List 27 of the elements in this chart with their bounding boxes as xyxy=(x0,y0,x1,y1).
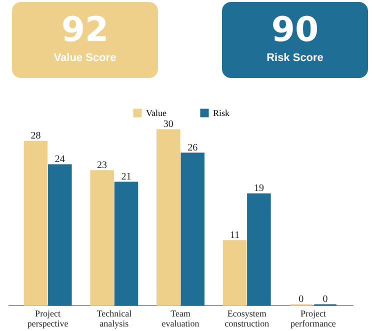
bar xyxy=(48,164,72,306)
bar xyxy=(247,193,271,306)
data-label: 24 xyxy=(54,154,65,165)
x-tick-label: Project perspective xyxy=(27,308,68,328)
bar xyxy=(114,182,138,306)
bar xyxy=(222,240,247,306)
score-card: 92 Value Score xyxy=(12,2,158,78)
x-tick-label: Team evaluation xyxy=(162,308,200,328)
bar xyxy=(90,170,114,306)
legend-label: Value xyxy=(146,108,166,118)
data-label: 30 xyxy=(163,119,174,130)
data-label: 11 xyxy=(230,230,240,241)
data-label: 19 xyxy=(254,183,264,194)
x-tick-label: Ecosystem construction xyxy=(224,308,270,328)
data-label: 0 xyxy=(322,294,328,305)
score-card: 90 Risk Score xyxy=(222,2,368,78)
bar xyxy=(156,129,180,306)
data-label: 26 xyxy=(188,142,198,154)
x-tick-label: Project performance xyxy=(290,308,336,328)
data-label: 21 xyxy=(121,172,132,182)
x-tick-label: Technical analysis xyxy=(96,308,132,328)
data-label: 28 xyxy=(30,130,41,142)
bar xyxy=(180,152,204,306)
data-label: 0 xyxy=(298,294,304,305)
data-label: 23 xyxy=(97,160,108,171)
legend-label: Risk xyxy=(213,108,230,118)
bar xyxy=(24,140,48,306)
